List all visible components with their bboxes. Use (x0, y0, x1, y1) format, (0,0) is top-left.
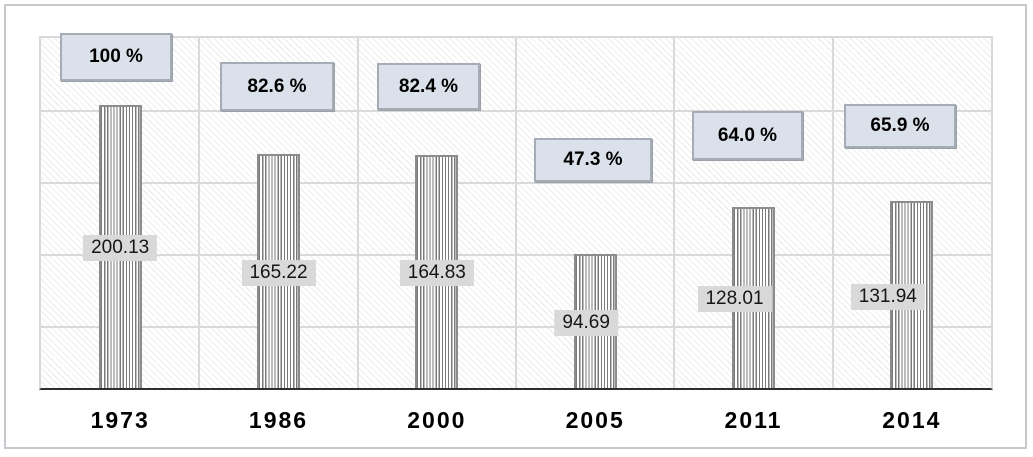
plot-area (39, 36, 993, 390)
percent-label: 82.6 % (220, 62, 334, 111)
gridline-vertical (356, 38, 359, 388)
x-axis-label: 1986 (248, 407, 309, 433)
value-label: 131.94 (850, 283, 925, 310)
percent-label: 64.0 % (692, 111, 803, 160)
x-axis-label: 2000 (407, 407, 467, 433)
value-label: 128.01 (697, 286, 772, 313)
gridline-vertical (831, 38, 834, 388)
value-label: 164.83 (399, 260, 474, 287)
percent-label: 65.9 % (844, 104, 956, 148)
chart-outer-frame (4, 4, 1027, 449)
gridline-vertical (198, 38, 201, 388)
percent-label: 100 % (60, 33, 172, 81)
value-label: 165.22 (241, 260, 316, 287)
percent-label: 47.3 % (534, 138, 652, 182)
x-axis-label: 2011 (724, 407, 783, 433)
gridline-vertical (515, 38, 517, 388)
percent-label: 82.4 % (377, 63, 480, 110)
x-axis-label: 1973 (90, 407, 150, 433)
gridline-vertical (673, 38, 676, 388)
value-label: 94.69 (554, 309, 618, 336)
x-axis-label: 2014 (882, 407, 942, 433)
x-axis-label: 2005 (565, 407, 625, 433)
value-label: 200.13 (83, 235, 158, 262)
